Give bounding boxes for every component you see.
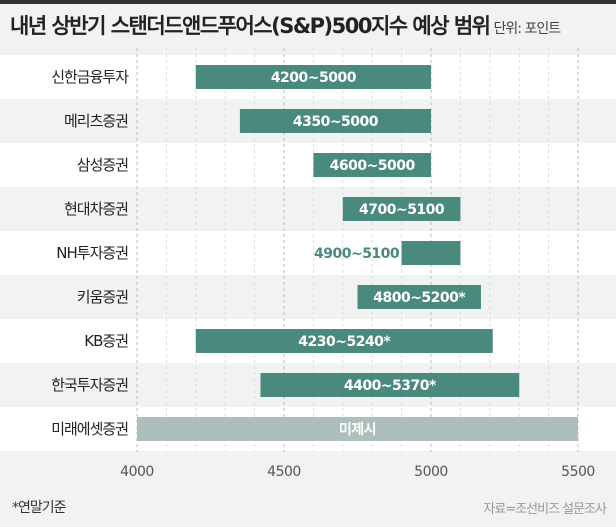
category-label: 신한금융투자 [51, 68, 129, 86]
source: 자료=조선비즈 설문조사 [483, 502, 607, 517]
range-bar [342, 197, 461, 221]
range-bar [401, 241, 461, 265]
x-tick-label: 4500 [267, 464, 301, 480]
range-bar [313, 153, 431, 177]
x-tick-label: 5500 [561, 464, 595, 480]
bar-label: 4400~5370* [344, 378, 437, 394]
x-tick-label: 4000 [120, 464, 154, 480]
range-bar [195, 65, 431, 89]
range-bar [195, 329, 493, 353]
category-label: 삼성증권 [77, 156, 128, 174]
bar-label: 4350~5000 [293, 114, 379, 130]
row-background [0, 143, 616, 187]
category-label: 한국투자증권 [51, 376, 128, 394]
x-tick-label: 5000 [414, 464, 448, 480]
bar-label: 4600~5000 [330, 158, 416, 174]
category-label: 키움증권 [77, 288, 128, 306]
bar-label: 4200~5000 [271, 70, 357, 86]
category-label: 메리츠증권 [64, 112, 128, 130]
title-text: 내년 상반기 스탠더드앤드푸어스(S&P)500지수 예상 범위 [10, 14, 491, 38]
range-bar [357, 285, 481, 309]
bar-label: 4900~5100 [314, 246, 400, 262]
bar-label: 4700~5100 [359, 202, 445, 218]
top-border [0, 0, 616, 4]
bar-label: 미제시 [339, 422, 376, 438]
chart-title: 내년 상반기 스탠더드앤드푸어스(S&P)500지수 예상 범위 단위: 포인트 [10, 10, 562, 40]
category-label: NH투자증권 [56, 244, 128, 262]
footnote: *연말기준 [12, 500, 67, 516]
category-label: 미래에셋증권 [51, 420, 128, 438]
category-label: 현대차증권 [64, 200, 128, 218]
range-bar [137, 417, 578, 441]
category-label: KB증권 [84, 332, 128, 350]
bar-label: 4800~5200* [373, 290, 466, 306]
range-bar [239, 109, 431, 133]
row-background [0, 231, 616, 275]
range-bar [260, 373, 520, 397]
bar-label: 4230~5240* [298, 334, 391, 350]
unit-label: 단위: 포인트 [493, 21, 562, 37]
